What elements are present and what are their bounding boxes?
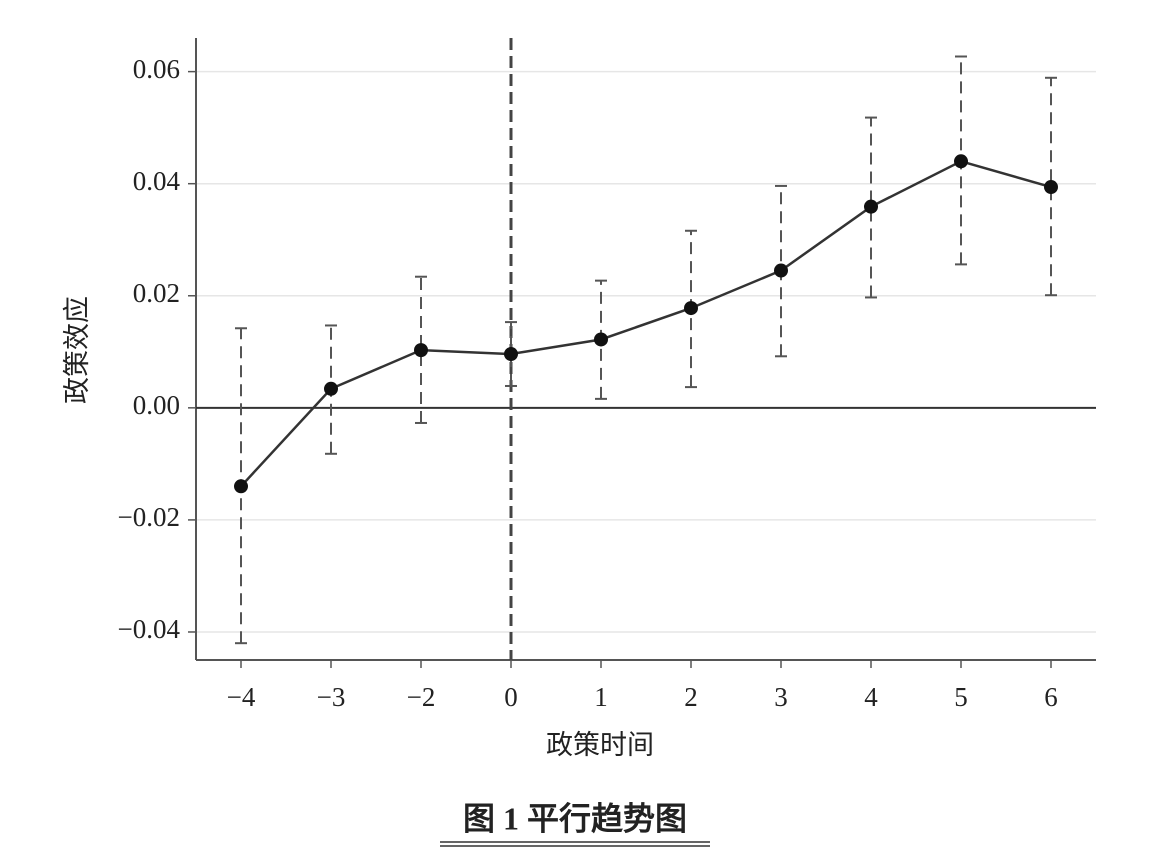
x-tick-label: 4 bbox=[864, 682, 878, 712]
series-line bbox=[240, 159, 1052, 488]
data-point bbox=[324, 381, 338, 396]
data-point bbox=[864, 199, 878, 214]
x-tick-label: −3 bbox=[317, 682, 346, 712]
data-point bbox=[774, 263, 788, 278]
data-point bbox=[1044, 180, 1058, 195]
data-point bbox=[684, 301, 698, 316]
y-tick-label: 0.00 bbox=[133, 390, 180, 420]
y-tick-label: 0.02 bbox=[133, 278, 180, 308]
data-point bbox=[594, 332, 608, 347]
x-tick-label: 3 bbox=[774, 682, 788, 712]
y-tick-label: −0.04 bbox=[118, 614, 181, 644]
y-tick-label: 0.04 bbox=[133, 166, 181, 196]
data-point bbox=[954, 154, 968, 169]
caption: 图 1 平行趋势图 bbox=[463, 800, 687, 836]
x-tick-label: 1 bbox=[594, 682, 608, 712]
data-point bbox=[504, 347, 518, 362]
x-axis-label: 政策时间 bbox=[546, 730, 654, 760]
x-tick-label: 2 bbox=[684, 682, 698, 712]
x-tick-label: −2 bbox=[407, 682, 436, 712]
x-tick-label: 6 bbox=[1044, 682, 1058, 712]
x-tick-label: −4 bbox=[227, 682, 256, 712]
data-point bbox=[234, 479, 248, 494]
y-axis-label: 政策效应 bbox=[62, 296, 92, 404]
data-point bbox=[414, 343, 428, 358]
y-tick-label: 0.06 bbox=[133, 54, 180, 84]
x-tick-label: 5 bbox=[954, 682, 968, 712]
y-tick-label: −0.02 bbox=[118, 502, 180, 532]
x-tick-label: 0 bbox=[504, 682, 518, 712]
